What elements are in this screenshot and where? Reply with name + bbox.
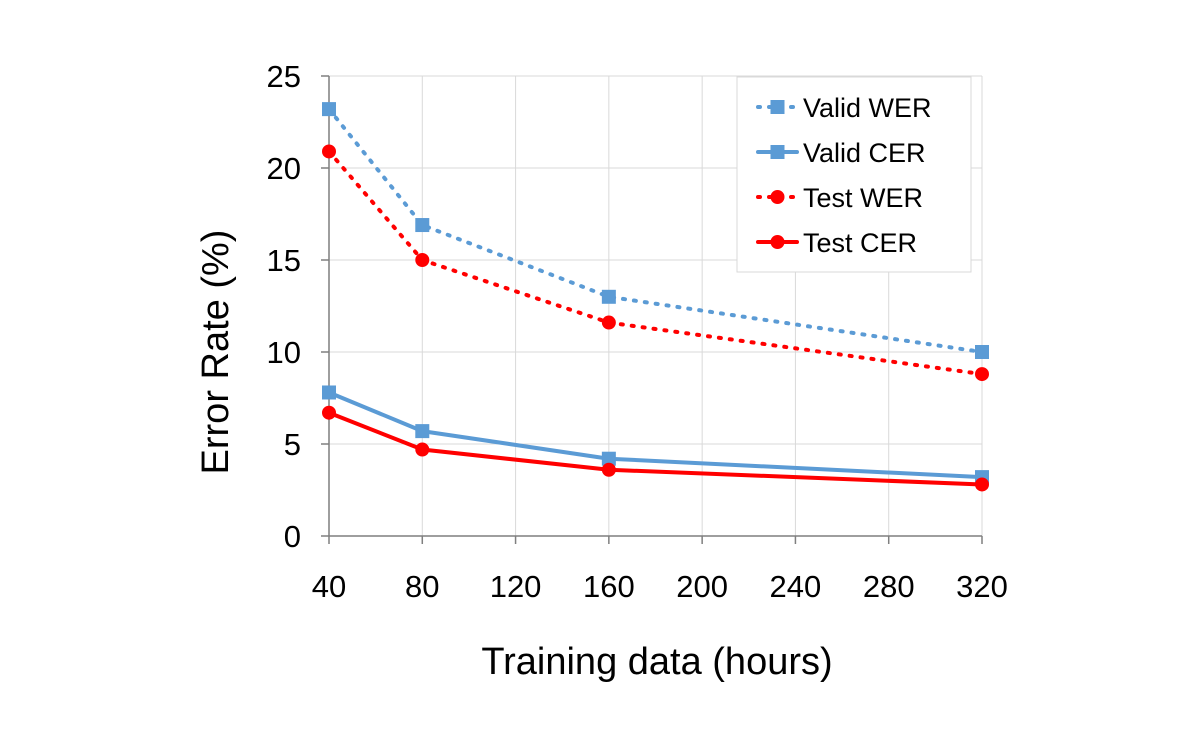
data-point-valid-wer <box>976 346 989 359</box>
y-tick-label: 0 <box>284 519 301 554</box>
y-axis-title: Error Rate (%) <box>195 230 237 475</box>
x-tick-label: 160 <box>583 569 635 604</box>
data-point-test-cer <box>602 463 615 476</box>
y-tick-label: 10 <box>267 335 301 370</box>
legend-marker-test-cer <box>771 236 784 249</box>
chart-root: 40 80 120 160 200 240 280 320 0 5 10 15 20 25 Trainin… <box>0 0 1196 729</box>
legend-marker-valid-wer <box>771 101 784 114</box>
y-tick-label: 25 <box>267 59 301 94</box>
data-point-test-cer <box>323 406 336 419</box>
data-point-test-wer <box>976 368 989 381</box>
data-point-valid-wer <box>323 103 336 116</box>
legend-marker-valid-cer <box>771 146 784 159</box>
x-tick-label: 240 <box>770 569 822 604</box>
legend: Valid WER Valid CER Test WER Test CER <box>737 77 971 272</box>
x-tick-label: 120 <box>490 569 542 604</box>
data-point-test-wer <box>416 254 429 267</box>
x-tick-label: 280 <box>863 569 915 604</box>
data-point-test-cer <box>416 443 429 456</box>
data-point-test-cer <box>976 478 989 491</box>
x-tick-label: 200 <box>676 569 728 604</box>
y-tick-label: 15 <box>267 243 301 278</box>
data-point-valid-wer <box>602 290 615 303</box>
legend-label-test-cer: Test CER <box>803 228 917 258</box>
legend-marker-test-wer <box>771 191 784 204</box>
y-tick-label: 20 <box>267 151 301 186</box>
x-tick-label: 40 <box>312 569 346 604</box>
legend-label-test-wer: Test WER <box>803 183 923 213</box>
data-point-valid-wer <box>416 219 429 232</box>
data-point-test-wer <box>602 316 615 329</box>
x-tick-label: 320 <box>956 569 1008 604</box>
line-chart: 40 80 120 160 200 240 280 320 0 5 10 15 20 25 Trainin… <box>0 0 1196 729</box>
legend-label-valid-cer: Valid CER <box>803 138 926 168</box>
x-tick-label: 80 <box>405 569 439 604</box>
y-tick-label: 5 <box>284 427 301 462</box>
data-point-valid-cer <box>323 386 336 399</box>
legend-label-valid-wer: Valid WER <box>803 93 932 123</box>
x-axis-title: Training data (hours) <box>481 641 832 683</box>
data-point-valid-cer <box>416 425 429 438</box>
data-point-test-wer <box>323 145 336 158</box>
